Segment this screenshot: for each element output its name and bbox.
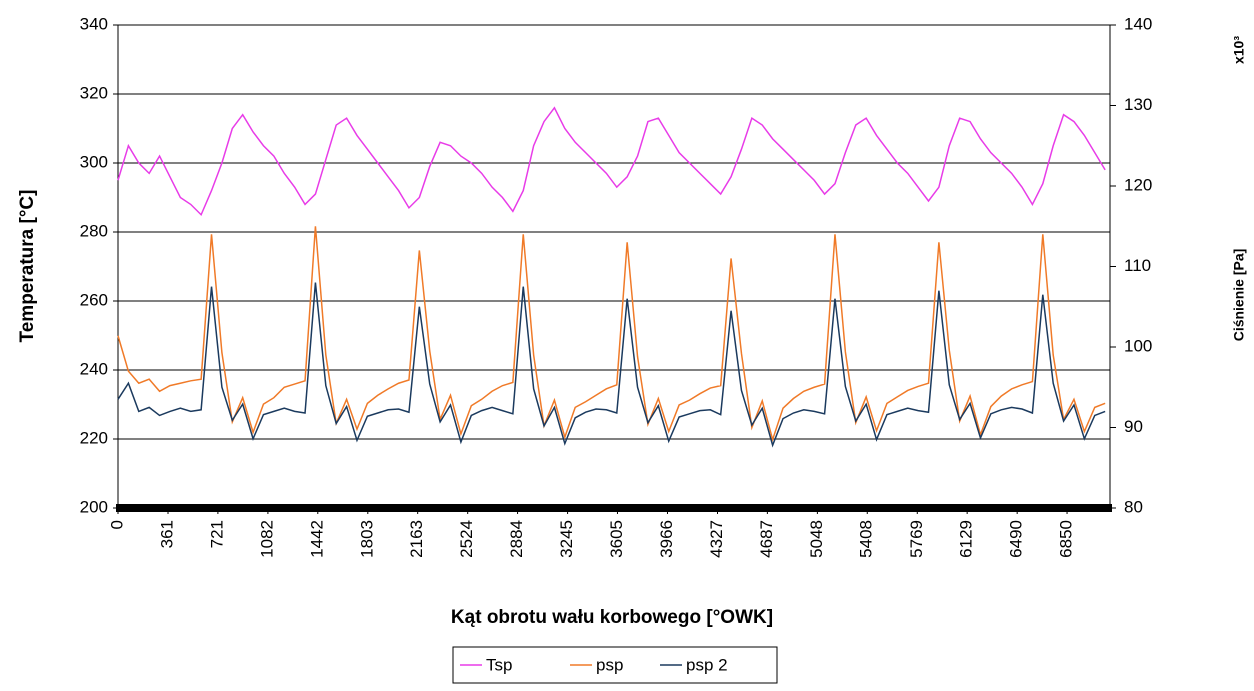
legend-label: psp 2 — [686, 655, 728, 674]
x-tick-label: 4327 — [707, 520, 726, 558]
x-tick-label: 4687 — [757, 520, 776, 558]
x-tick-label: 721 — [207, 520, 226, 548]
y2-tick-label: 130 — [1124, 95, 1152, 114]
y-tick-label: 280 — [80, 221, 108, 240]
legend-box — [452, 646, 778, 684]
y2-tick-label: 100 — [1124, 336, 1152, 355]
series-line — [117, 282, 1106, 448]
x-tick-label: 3245 — [557, 520, 576, 558]
x-tick-label: 2163 — [407, 520, 426, 558]
x-axis — [116, 504, 1112, 512]
x-tick-label: 1442 — [307, 520, 326, 558]
series-line — [117, 226, 1106, 443]
x-tick-label: 361 — [158, 520, 177, 548]
x-tick-label: 6850 — [1057, 520, 1076, 558]
y2-tick-label: 140 — [1124, 14, 1152, 33]
y-tick-label: 260 — [80, 290, 108, 309]
x-tick-label: 2524 — [457, 520, 476, 558]
y2-tick-label: 120 — [1124, 175, 1152, 194]
legend-label: psp — [596, 655, 623, 674]
x-tick-label: 6129 — [957, 520, 976, 558]
x-tick-label: 6490 — [1007, 520, 1026, 558]
x-tick-label: 5048 — [807, 520, 826, 558]
y-tick-label: 300 — [80, 152, 108, 171]
series-line — [117, 106, 1106, 217]
x-tick-label: 3966 — [657, 520, 676, 558]
x-tick-label: 5408 — [857, 520, 876, 558]
x-tick-label: 5769 — [907, 520, 926, 558]
y2-tick-label: 110 — [1124, 256, 1151, 275]
y-tick-label: 220 — [80, 428, 108, 447]
y2-tick-label: 90 — [1124, 417, 1143, 436]
x-tick-label: 0 — [107, 520, 126, 529]
y-tick-label: 320 — [80, 83, 108, 102]
y2-axis-title: Ciśnienie [Pa] — [1231, 249, 1247, 342]
x-tick-label: 1803 — [357, 520, 376, 558]
x-tick-label: 2884 — [507, 520, 526, 558]
legend-label: Tsp — [486, 655, 512, 674]
x-tick-label: 1082 — [257, 520, 276, 558]
y-tick-label: 340 — [80, 14, 108, 33]
x-axis-title: Kąt obrotu wału korbowego [°OWK] — [451, 607, 773, 628]
y-axis-title: Temperatura [°C] — [17, 190, 38, 343]
y2-tick-label: 80 — [1124, 497, 1143, 516]
y-tick-label: 240 — [80, 359, 108, 378]
y-tick-label: 200 — [80, 497, 108, 516]
x-tick-label: 3605 — [607, 520, 626, 558]
y2-multiplier: x10³ — [1231, 36, 1247, 64]
